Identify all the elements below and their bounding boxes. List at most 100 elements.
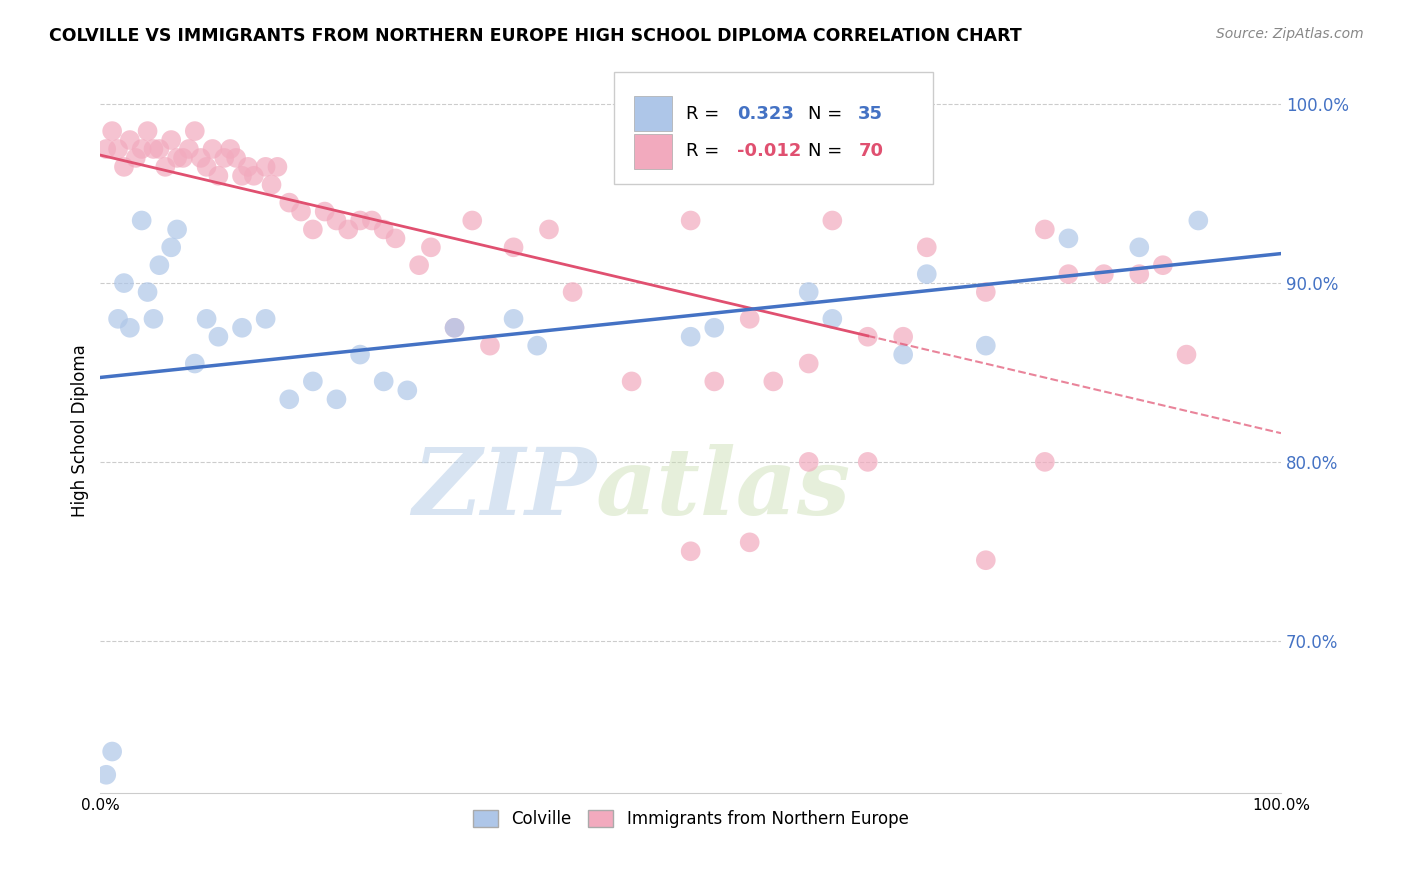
Point — [361, 213, 384, 227]
Point — [974, 553, 997, 567]
Point — [172, 151, 194, 165]
Text: COLVILLE VS IMMIGRANTS FROM NORTHERN EUROPE HIGH SCHOOL DIPLOMA CORRELATION CHAR: COLVILLE VS IMMIGRANTS FROM NORTHERN EUR… — [49, 27, 1022, 45]
Bar — [634, 96, 672, 131]
Point — [856, 329, 879, 343]
Point — [537, 222, 560, 236]
Point — [1187, 213, 1209, 227]
Point — [302, 222, 325, 236]
Point — [703, 320, 725, 334]
Point — [325, 213, 347, 227]
Point — [502, 311, 524, 326]
Point — [155, 160, 177, 174]
Point — [373, 375, 395, 389]
Point — [384, 231, 406, 245]
Text: 70: 70 — [858, 143, 883, 161]
Point — [177, 142, 200, 156]
Point — [974, 285, 997, 299]
Point — [260, 178, 283, 192]
Point — [461, 213, 484, 227]
Text: atlas: atlas — [596, 443, 852, 533]
Point — [1033, 455, 1056, 469]
Point — [142, 311, 165, 326]
Point — [101, 745, 124, 759]
Point — [112, 160, 135, 174]
Point — [373, 222, 395, 236]
Point — [1128, 240, 1150, 254]
Point — [195, 160, 218, 174]
Point — [107, 311, 129, 326]
Point — [266, 160, 288, 174]
Point — [762, 375, 785, 389]
Point — [207, 329, 229, 343]
Point — [148, 142, 170, 156]
Point — [290, 204, 312, 219]
Point — [349, 348, 371, 362]
Point — [561, 285, 583, 299]
Point — [231, 320, 253, 334]
Text: N =: N = — [807, 143, 848, 161]
Point — [526, 339, 548, 353]
Point — [190, 151, 212, 165]
Point — [201, 142, 224, 156]
Point — [620, 375, 643, 389]
Point — [891, 329, 914, 343]
Point — [408, 258, 430, 272]
Point — [314, 204, 336, 219]
Point — [142, 142, 165, 156]
Point — [1057, 231, 1080, 245]
Point — [797, 455, 820, 469]
Point — [915, 267, 938, 281]
Point — [278, 392, 301, 407]
Point — [125, 151, 148, 165]
Point — [136, 124, 159, 138]
Point — [856, 455, 879, 469]
Point — [679, 544, 702, 558]
Point — [184, 124, 207, 138]
Point — [337, 222, 360, 236]
Point — [1175, 348, 1198, 362]
Y-axis label: High School Diploma: High School Diploma — [72, 344, 89, 517]
Point — [974, 339, 997, 353]
Text: 0.323: 0.323 — [737, 104, 793, 122]
Point — [160, 240, 183, 254]
Point — [136, 285, 159, 299]
Point — [231, 169, 253, 183]
Point — [118, 320, 141, 334]
Point — [302, 375, 325, 389]
Point — [219, 142, 242, 156]
Point — [915, 240, 938, 254]
Point — [478, 339, 501, 353]
Point — [1092, 267, 1115, 281]
Text: 35: 35 — [858, 104, 883, 122]
Point — [679, 329, 702, 343]
Point — [679, 213, 702, 227]
Text: R =: R = — [686, 104, 725, 122]
Point — [1057, 267, 1080, 281]
Point — [214, 151, 236, 165]
Point — [207, 169, 229, 183]
Point — [797, 357, 820, 371]
Point — [254, 160, 277, 174]
Point — [419, 240, 441, 254]
Point — [96, 768, 118, 782]
Point — [131, 142, 153, 156]
Point — [738, 311, 761, 326]
Point — [278, 195, 301, 210]
Text: R =: R = — [686, 143, 725, 161]
Point — [1128, 267, 1150, 281]
Point — [821, 213, 844, 227]
Point — [891, 348, 914, 362]
Point — [821, 311, 844, 326]
Text: N =: N = — [807, 104, 848, 122]
Point — [443, 320, 465, 334]
Point — [225, 151, 247, 165]
Point — [443, 320, 465, 334]
Point — [502, 240, 524, 254]
Point — [160, 133, 183, 147]
Text: Source: ZipAtlas.com: Source: ZipAtlas.com — [1216, 27, 1364, 41]
Point — [96, 142, 118, 156]
Point — [118, 133, 141, 147]
Point — [349, 213, 371, 227]
Point — [738, 535, 761, 549]
Point — [107, 142, 129, 156]
